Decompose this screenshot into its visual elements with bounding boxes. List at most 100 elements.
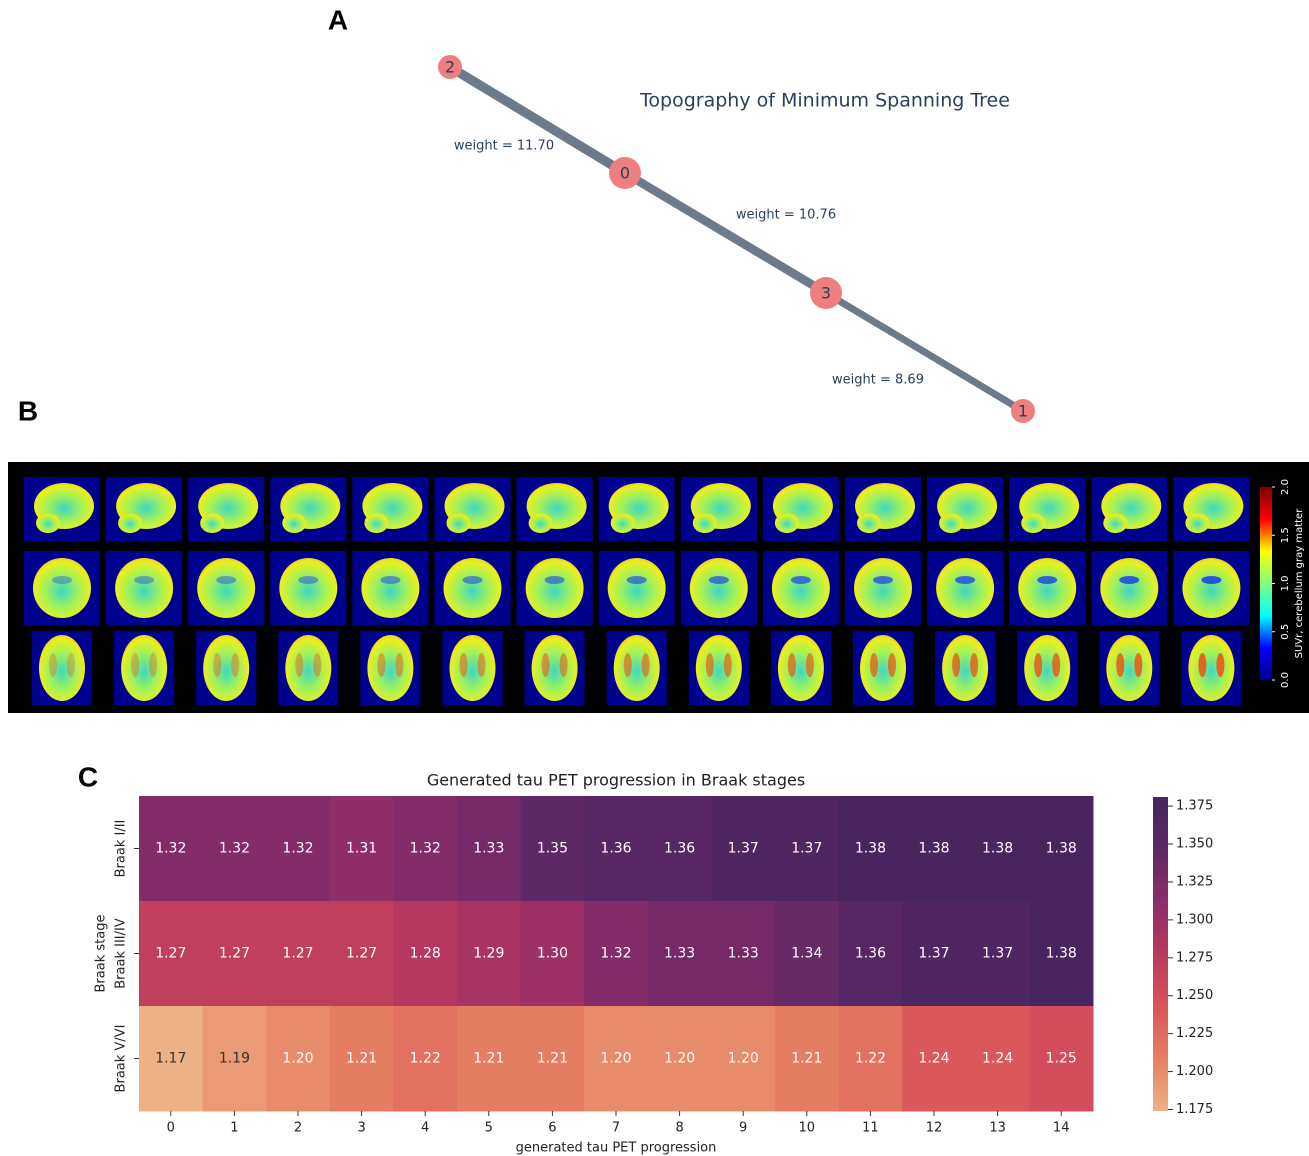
x-tick-label: 7	[612, 1121, 620, 1136]
brain-hotspot	[478, 653, 486, 677]
cell-label: 1.21	[473, 1051, 504, 1067]
brain-hotspot	[624, 653, 632, 677]
brain-slice	[33, 558, 91, 618]
colorbar-tick-label: 1.225	[1176, 1026, 1213, 1041]
brain-slice	[608, 558, 666, 618]
cell-label: 1.37	[791, 841, 822, 857]
cell-label: 1.35	[537, 841, 568, 857]
cell-label: 1.32	[600, 946, 631, 962]
panel-label: C	[78, 761, 98, 792]
x-tick-label: 9	[739, 1121, 747, 1136]
brain-hotspot	[395, 653, 403, 677]
cell-label: 1.22	[410, 1051, 441, 1067]
colorbar-tick-label: 1.300	[1176, 912, 1213, 927]
colorbar-tick-label: 1.350	[1176, 837, 1213, 852]
colorbar-tick-label: 1.0	[1280, 576, 1291, 592]
colorbar	[1153, 797, 1168, 1111]
edge	[625, 173, 826, 293]
brain-hotspot	[131, 653, 139, 677]
brain-slice	[611, 513, 635, 533]
brain-slice	[121, 635, 167, 701]
brain-slice	[939, 513, 963, 533]
x-tick-label: 13	[989, 1121, 1006, 1136]
node-label: 0	[620, 164, 630, 183]
brain-hotspot	[149, 653, 157, 677]
brain-slice	[854, 558, 912, 618]
brain-ventricle	[791, 576, 811, 584]
brain-slice	[775, 513, 799, 533]
brain-slice	[203, 635, 249, 701]
cell-label: 1.21	[346, 1051, 377, 1067]
cell-label: 1.37	[728, 841, 759, 857]
x-tick-label: 11	[862, 1121, 879, 1136]
brain-slice	[36, 513, 60, 533]
brain-slice	[1182, 558, 1240, 618]
brain-slice	[1103, 513, 1127, 533]
y-axis-label: Braak stage	[94, 915, 109, 993]
brain-slice	[444, 558, 502, 618]
brain-slice	[942, 635, 988, 701]
cell-label: 1.28	[410, 946, 441, 962]
cell-label: 1.20	[664, 1051, 695, 1067]
cell-label: 1.32	[155, 841, 186, 857]
cell-label: 1.24	[918, 1051, 949, 1067]
colorbar-tick-label: 1.250	[1176, 988, 1213, 1003]
cell-label: 1.38	[1046, 946, 1077, 962]
brain-ventricle	[1201, 576, 1221, 584]
brain-hotspot	[49, 653, 57, 677]
cell-label: 1.32	[410, 841, 441, 857]
x-tick-label: 10	[799, 1121, 816, 1136]
brain-hotspot	[231, 653, 239, 677]
cell-label: 1.29	[473, 946, 504, 962]
brain-hotspot	[806, 653, 814, 677]
cell-label: 1.21	[537, 1051, 568, 1067]
edge	[450, 67, 625, 173]
brain-slice	[1185, 513, 1209, 533]
cell-label: 1.32	[219, 841, 250, 857]
brain-hotspot	[1034, 653, 1042, 677]
brain-ventricle	[1119, 576, 1139, 584]
cell-label: 1.24	[982, 1051, 1013, 1067]
brain-hotspot	[377, 653, 385, 677]
brain-slice	[857, 513, 881, 533]
brain-slice	[693, 513, 717, 533]
brain-slice	[1188, 635, 1234, 701]
colorbar-tick-label: 1.5	[1280, 527, 1291, 543]
brain-hotspot	[313, 653, 321, 677]
figure: ATopography of Minimum Spanning Treeweig…	[0, 0, 1309, 1156]
brain-slice	[529, 513, 553, 533]
cell-label: 1.27	[282, 946, 313, 962]
brain-hotspot	[1216, 653, 1224, 677]
brain-hotspot	[460, 653, 468, 677]
brain-slice	[39, 635, 85, 701]
colorbar-tick-label: 2.0	[1280, 479, 1291, 495]
cell-label: 1.27	[219, 946, 250, 962]
brain-slice	[1018, 558, 1076, 618]
colorbar-tick-label: 1.200	[1176, 1064, 1213, 1079]
brain-slice	[367, 635, 413, 701]
colorbar-tick-label: 1.375	[1176, 799, 1213, 814]
brain-ventricle	[380, 576, 400, 584]
brain-hotspot	[542, 653, 550, 677]
edge-label: weight = 11.70	[454, 139, 554, 154]
brain-hotspot	[1116, 653, 1124, 677]
brain-hotspot	[295, 653, 303, 677]
cell-label: 1.34	[791, 946, 822, 962]
cell-label: 1.27	[346, 946, 377, 962]
brain-slice	[526, 558, 584, 618]
cell-label: 1.19	[219, 1051, 250, 1067]
cell-label: 1.36	[600, 841, 631, 857]
cell-label: 1.30	[537, 946, 568, 962]
cell-label: 1.38	[1046, 841, 1077, 857]
brain-slice	[450, 635, 496, 701]
brain-slice	[279, 558, 337, 618]
brain-hotspot	[706, 653, 714, 677]
brain-slice	[778, 635, 824, 701]
cell-label: 1.37	[918, 946, 949, 962]
edge	[826, 293, 1023, 411]
brain-hotspot	[1052, 653, 1060, 677]
cell-label: 1.27	[155, 946, 186, 962]
x-axis-label: generated tau PET progression	[516, 1141, 717, 1156]
brain-slice	[285, 635, 331, 701]
brain-hotspot	[213, 653, 221, 677]
